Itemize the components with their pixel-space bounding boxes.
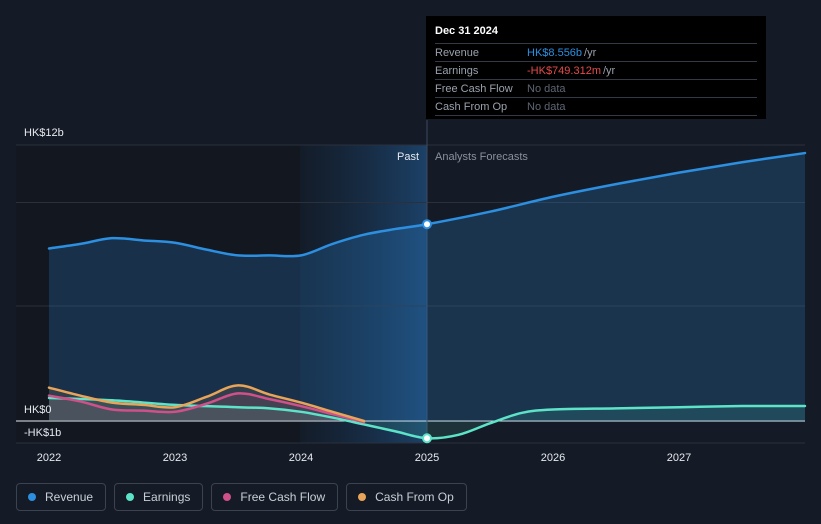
- legend-item-revenue[interactable]: Revenue: [16, 483, 107, 511]
- x-tick-label: 2023: [163, 452, 187, 464]
- legend-item-free-cash-flow[interactable]: Free Cash Flow: [211, 483, 339, 511]
- x-tick-label: 2022: [37, 452, 61, 464]
- series-line: [47, 384, 366, 423]
- x-tick-label: 2025: [415, 452, 439, 464]
- legend-label: Cash From Op: [375, 490, 454, 504]
- tooltip-unit: /yr: [584, 46, 597, 59]
- past-highlight: [300, 145, 427, 443]
- past-label: Past: [397, 151, 419, 163]
- legend-item-cash-from-op[interactable]: Cash From Op: [346, 483, 467, 511]
- tooltip-value: No data: [527, 100, 566, 113]
- legend-dot-icon: [223, 493, 232, 501]
- x-tick-label: 2026: [541, 452, 565, 464]
- legend-item-earnings[interactable]: Earnings: [114, 483, 204, 511]
- tooltip-unit: /yr: [603, 64, 616, 77]
- y-tick-label: -HK$1b: [24, 427, 61, 439]
- legend-dot-icon: [358, 493, 367, 501]
- y-tick-label: HK$12b: [24, 127, 64, 139]
- forecast-label: Analysts Forecasts: [435, 151, 528, 163]
- series-area: [49, 153, 805, 422]
- tooltip-value: -HK$749.312m: [527, 64, 601, 77]
- y-tick-label: HK$0: [24, 404, 52, 416]
- legend: Revenue Earnings Free Cash Flow Cash Fro…: [16, 483, 467, 511]
- tooltip-row-free-cash-flow: Free Cash Flow No data: [435, 79, 757, 97]
- legend-label: Free Cash Flow: [240, 490, 326, 504]
- tooltip-label: Earnings: [435, 64, 479, 77]
- tooltip-label: Revenue: [435, 46, 480, 59]
- tooltip-date: Dec 31 2024: [435, 25, 498, 37]
- series-line: [47, 392, 366, 424]
- tooltip-row-revenue: Revenue HK$8.556b /yr: [435, 43, 757, 61]
- series-line: [47, 151, 807, 258]
- tooltip-value: No data: [527, 82, 566, 95]
- legend-label: Earnings: [143, 490, 191, 504]
- tooltip-label: Free Cash Flow: [435, 82, 513, 95]
- data-point-marker: [422, 433, 432, 444]
- series-line: [47, 396, 807, 440]
- tooltip-row-earnings: Earnings -HK$749.312m /yr: [435, 61, 757, 79]
- legend-dot-icon: [28, 493, 36, 501]
- tooltip-label: Cash From Op: [435, 100, 508, 113]
- x-tick-label: 2027: [667, 452, 691, 464]
- tooltip-value: HK$8.556b: [527, 46, 583, 59]
- legend-dot-icon: [126, 493, 135, 501]
- series-area: [49, 393, 364, 423]
- legend-label: Revenue: [45, 490, 94, 504]
- x-tick-label: 2024: [289, 452, 313, 464]
- tooltip-row-cash-from-op: Cash From Op No data: [435, 97, 757, 116]
- tooltip: Dec 31 2024 Revenue HK$8.556b /yr Earnin…: [426, 16, 766, 119]
- data-point-marker: [422, 219, 432, 230]
